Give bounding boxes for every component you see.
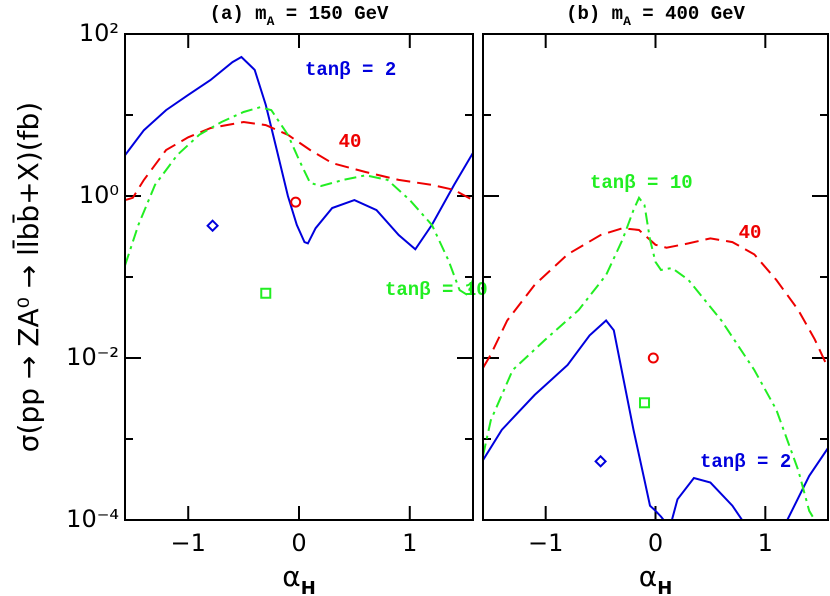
x-label-part: α xyxy=(282,560,300,593)
title-subscript: A xyxy=(267,14,275,29)
x-tick-label: 0 xyxy=(648,529,663,557)
panel-frame xyxy=(482,33,829,521)
x-axis-label: αH xyxy=(282,560,316,596)
title-part: = 400 GeV xyxy=(631,3,746,25)
series-label: tanβ = 10 xyxy=(590,172,693,194)
x-tick-label: 1 xyxy=(402,529,417,557)
marker-diamond xyxy=(594,454,608,468)
y-tick-label: 10⁻² xyxy=(66,343,119,371)
x-tick-label: −1 xyxy=(528,529,563,557)
series-label: tanβ = 10 xyxy=(385,279,488,301)
x-tick-label: 0 xyxy=(291,529,306,557)
series-line xyxy=(483,319,828,520)
series-line xyxy=(125,106,473,297)
title-part: = 150 GeV xyxy=(274,3,389,25)
title-part: (a) m xyxy=(210,3,267,25)
marker-circle xyxy=(647,352,659,364)
panel-frame xyxy=(124,33,474,521)
series-line xyxy=(483,195,816,520)
series-label: tanβ = 2 xyxy=(700,451,791,473)
series-line xyxy=(483,227,828,369)
y-axis-label: σ(pp → ZA⁰ → ll̄bb̄+X)(fb) xyxy=(11,102,45,452)
title-part: (b) m xyxy=(566,3,623,25)
y-tick-label: 10⁻⁴ xyxy=(66,505,119,533)
title-subscript: A xyxy=(623,14,631,29)
marker-square xyxy=(260,287,272,299)
x-tick-label: 1 xyxy=(758,529,773,557)
series-line xyxy=(125,55,473,251)
y-tick-label: 10⁰ xyxy=(79,181,119,209)
x-label-part: α xyxy=(639,560,657,593)
x-label-subscript: H xyxy=(301,578,316,596)
x-label-subscript: H xyxy=(657,578,672,596)
marker-square xyxy=(639,397,651,409)
panel-title: (b) mA = 400 GeV xyxy=(566,3,745,29)
x-tick-label: −1 xyxy=(171,529,206,557)
marker-circle xyxy=(290,196,302,208)
marker-diamond xyxy=(206,219,220,233)
series-label: 40 xyxy=(339,131,362,153)
plot-area xyxy=(125,55,473,297)
panel-title: (a) mA = 150 GeV xyxy=(210,3,389,29)
y-tick-label: 10² xyxy=(79,19,119,47)
series-label: 40 xyxy=(739,222,762,244)
plot-area xyxy=(483,195,828,520)
series-label: tanβ = 2 xyxy=(305,59,396,81)
series-line xyxy=(125,120,473,202)
x-axis-label: αH xyxy=(639,560,673,596)
